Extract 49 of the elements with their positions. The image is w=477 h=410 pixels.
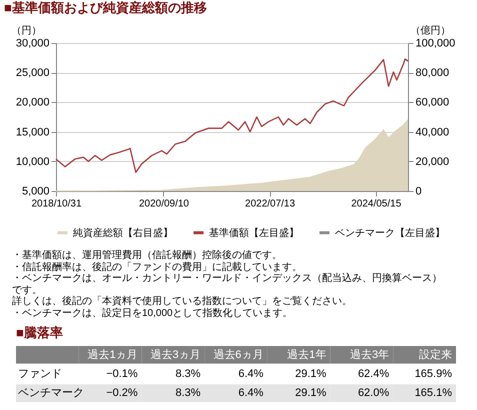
text: ・ベンチマークは、設定日を10,000として指数化しています。 [12,308,294,319]
legend-label: 基準価額【左目盛】 [209,226,299,239]
y2-tick-label: 40,000 [416,126,450,138]
data-label: 62.0% [358,387,390,400]
y2-tick-label: 60,000 [416,96,450,109]
text: ・基準価額は、運用管理費用（信託報酬）控除後の値です。 [12,250,283,262]
legend-label: 純資産総額【右目盛】 [73,226,173,239]
data-label: 8.3% [175,387,201,400]
x-tick-label: 過去1ヵ月 [88,348,138,361]
y-tick-label: 25,000 [16,67,50,80]
y2-tick-label: 20,000 [416,156,450,168]
text: です。 [12,284,43,296]
legend-label: ベンチマーク【左目盛】 [335,226,445,239]
data-label: 29.1% [295,387,326,400]
y2-tick-label: 100,000 [416,38,456,50]
x-tick-label: 2022/07/13 [245,198,296,210]
x-tick-label: 過去6ヵ月 [213,348,264,361]
x-tick-label: 過去3ヵ月 [150,348,201,361]
text: ・ベンチマークは、オール・カントリー・ワールド・インデックス（配当込み、円換算ベース） [12,273,443,284]
y-tick-label: 30,000 [16,38,50,50]
data-label: 165.9% [414,368,452,380]
x-tick-label: 設定来 [419,348,452,361]
y2-tick-label: 0 [416,186,422,198]
data-label: 62.4% [358,368,390,380]
y-tick-label: 15,000 [16,126,50,138]
chart-title: ■騰落率 [16,325,63,340]
data-label: −0.2% [106,387,138,400]
data-label: 29.1% [295,368,326,380]
y-tick-label: ファンド [18,368,62,380]
x-tick-label: 2020/09/10 [138,198,190,210]
x-tick-label: 2018/10/31 [31,198,82,210]
y-tick-label: 20,000 [16,96,50,109]
y-tick-label: ベンチマーク [18,387,84,400]
text: ・信託報酬率は、後記の「ファンドの費用」に記載しています。 [12,262,303,273]
y2-tick-label: 80,000 [416,67,450,80]
data-label: −0.1% [106,368,138,380]
data-label: 6.4% [238,368,264,380]
data-label: 8.3% [175,368,201,380]
y-tick-label: 10,000 [16,156,50,168]
y-axis-title: （円） [12,26,42,36]
data-label: 165.1% [414,387,452,400]
data-label: 6.4% [238,387,264,400]
chart-title: ■基準価額および純資産総額の推移 [4,0,207,15]
x-tick-label: 2024/05/15 [351,198,402,210]
x-tick-label: 過去1年 [287,348,326,361]
y2-axis-title: （億円） [410,24,450,36]
text: 詳しくは、後記の「本資料で使用している指数について」をご覧ください。 [12,296,353,308]
x-tick-label: 過去3年 [350,348,390,361]
y-tick-label: 5,000 [22,186,50,198]
